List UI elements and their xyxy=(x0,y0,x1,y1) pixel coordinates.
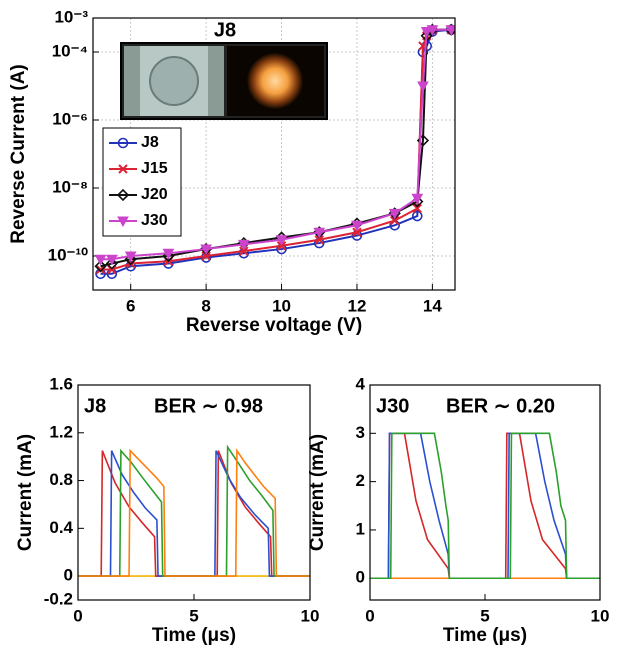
plot-frame xyxy=(369,384,601,601)
plot-frame xyxy=(77,384,311,601)
legend-label: J30 xyxy=(141,212,168,229)
marker xyxy=(388,208,401,220)
y-tick-label: 10⁻⁴ xyxy=(52,41,88,60)
marker xyxy=(426,25,439,36)
series-line xyxy=(370,432,600,580)
y-tick-label: -0.2 xyxy=(44,589,73,608)
legend-label: J8 xyxy=(141,134,159,151)
y-tick-label: 0 xyxy=(64,566,73,585)
x-tick-label: 6 xyxy=(126,296,135,315)
marker xyxy=(237,239,250,251)
x-axis-label: Time (μs) xyxy=(443,625,527,646)
marker xyxy=(412,203,422,214)
marker xyxy=(124,253,137,266)
y-tick-label: 10⁻⁸ xyxy=(52,177,88,196)
marker xyxy=(95,264,106,275)
x-tick-label: 5 xyxy=(480,606,489,625)
y-axis-label: Current (mA) xyxy=(15,434,36,551)
y-tick-label: 1.2 xyxy=(49,422,73,441)
legend-box xyxy=(102,127,182,237)
legend-marker xyxy=(116,188,130,202)
y-tick-label: 0.4 xyxy=(49,518,73,537)
annotation: J8 xyxy=(84,395,106,417)
marker xyxy=(94,260,107,273)
series-layer xyxy=(370,432,600,580)
x-tick-label: 10 xyxy=(272,296,291,315)
y-tick-label: 10⁻¹⁰ xyxy=(48,245,89,264)
marker xyxy=(389,215,400,226)
series-layer xyxy=(94,23,455,280)
marker xyxy=(313,227,326,239)
marker xyxy=(352,227,362,237)
marker xyxy=(200,244,212,256)
x-axis-label: Reverse voltage (V) xyxy=(186,315,362,336)
annotation: BER ∼ 0.98 xyxy=(154,395,263,417)
legend-label: J20 xyxy=(141,186,168,203)
marker xyxy=(411,210,423,222)
x-tick-label: 10 xyxy=(591,606,610,625)
series-line xyxy=(78,448,310,577)
x-axis-label: Time (μs) xyxy=(152,625,236,646)
series-layer xyxy=(78,444,310,577)
marker xyxy=(239,246,249,256)
y-tick-label: 10⁻³ xyxy=(54,7,88,26)
inset-photo xyxy=(247,53,303,109)
marker xyxy=(201,251,211,261)
marker xyxy=(162,248,175,260)
marker xyxy=(94,254,107,266)
x-tick-label: 0 xyxy=(73,606,82,625)
marker xyxy=(105,257,118,270)
inset-label: J8 xyxy=(214,19,236,41)
x-tick-label: 8 xyxy=(201,296,210,315)
legend-marker xyxy=(118,164,128,174)
marker xyxy=(417,81,429,93)
legend-marker xyxy=(117,216,129,228)
y-tick-label: 10⁻⁶ xyxy=(52,109,88,128)
x-tick-label: 0 xyxy=(365,606,374,625)
y-axis-label: Reverse Current (A) xyxy=(8,64,29,244)
marker xyxy=(314,235,324,245)
y-tick-label: 4 xyxy=(356,374,366,393)
plot-frame xyxy=(92,17,456,291)
legend-marker xyxy=(117,137,129,149)
marker xyxy=(411,193,424,205)
y-tick-label: 2 xyxy=(356,471,365,490)
y-tick-label: 0 xyxy=(356,568,365,587)
y-tick-label: 1 xyxy=(356,519,365,538)
x-tick-label: 5 xyxy=(189,606,198,625)
y-axis-label: Current (mA) xyxy=(307,434,328,551)
legend-label: J15 xyxy=(141,160,168,177)
x-tick-label: 14 xyxy=(423,296,442,315)
y-tick-label: 3 xyxy=(356,423,365,442)
marker xyxy=(445,25,455,36)
marker xyxy=(124,251,137,263)
annotation: BER ∼ 0.20 xyxy=(446,395,555,417)
y-tick-label: 1.6 xyxy=(49,374,73,393)
marker xyxy=(351,220,363,232)
y-tick-label: 0.8 xyxy=(49,470,73,489)
inset-photo xyxy=(149,56,199,106)
annotation: J30 xyxy=(376,395,409,417)
x-tick-label: 12 xyxy=(347,296,366,315)
marker xyxy=(106,254,118,266)
marker xyxy=(275,235,288,246)
x-tick-label: 10 xyxy=(301,606,320,625)
